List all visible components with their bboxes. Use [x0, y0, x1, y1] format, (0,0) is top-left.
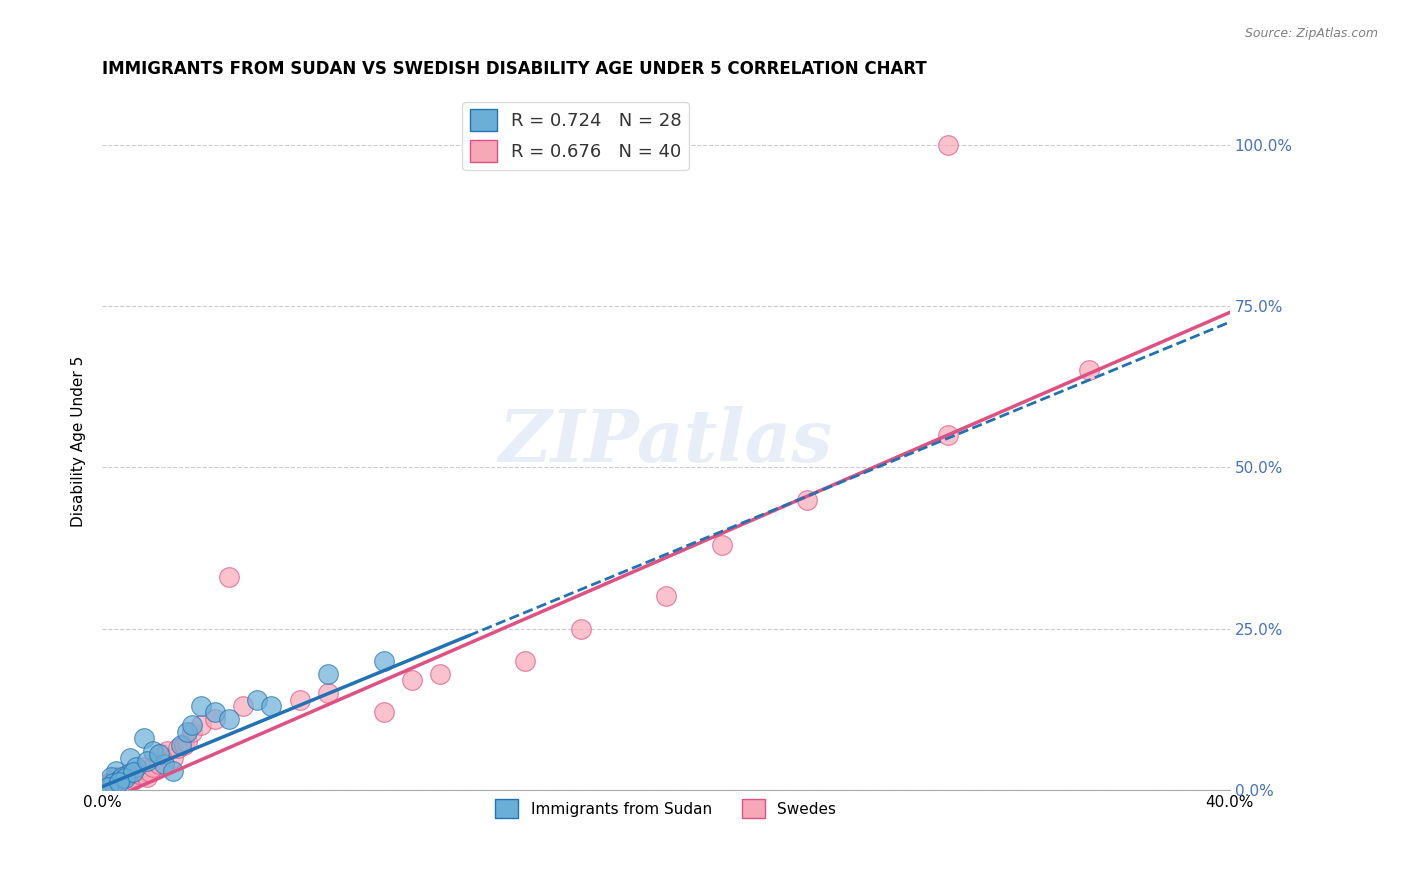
Point	[120, 770, 142, 784]
Point	[288, 692, 311, 706]
Point	[246, 692, 269, 706]
Point	[125, 764, 148, 778]
Point	[204, 712, 226, 726]
Point	[122, 764, 145, 779]
Point	[599, 137, 621, 152]
Point	[134, 760, 156, 774]
Point	[316, 686, 339, 700]
Point	[218, 570, 240, 584]
Point	[232, 699, 254, 714]
Point	[162, 764, 184, 778]
Point	[513, 654, 536, 668]
Point	[117, 766, 139, 780]
Point	[170, 738, 193, 752]
Text: Source: ZipAtlas.com: Source: ZipAtlas.com	[1244, 27, 1378, 40]
Y-axis label: Disability Age Under 5: Disability Age Under 5	[72, 356, 86, 527]
Point	[190, 699, 212, 714]
Point	[142, 760, 165, 774]
Text: ZIPatlas: ZIPatlas	[499, 406, 832, 477]
Point	[111, 770, 134, 784]
Point	[173, 738, 195, 752]
Point	[936, 428, 959, 442]
Point	[167, 741, 190, 756]
Point	[139, 764, 162, 779]
Point	[105, 764, 128, 778]
Point	[218, 712, 240, 726]
Point	[571, 622, 593, 636]
Point	[136, 754, 159, 768]
Point	[176, 724, 198, 739]
Point	[120, 750, 142, 764]
Point	[148, 747, 170, 762]
Point	[156, 744, 179, 758]
Point	[373, 706, 395, 720]
Point	[401, 673, 423, 688]
Point	[134, 731, 156, 746]
Point	[103, 773, 125, 788]
Point	[148, 757, 170, 772]
Point	[181, 718, 204, 732]
Point	[97, 776, 120, 790]
Point	[108, 775, 131, 789]
Point	[796, 492, 818, 507]
Point	[117, 766, 139, 780]
Point	[655, 590, 678, 604]
Point	[105, 770, 128, 784]
Point	[97, 780, 120, 794]
Legend: Immigrants from Sudan, Swedes: Immigrants from Sudan, Swedes	[489, 793, 842, 824]
Point	[100, 770, 122, 784]
Point	[181, 724, 204, 739]
Point	[1077, 363, 1099, 377]
Point	[176, 734, 198, 748]
Point	[103, 776, 125, 790]
Point	[122, 773, 145, 788]
Point	[162, 750, 184, 764]
Point	[142, 744, 165, 758]
Point	[711, 538, 734, 552]
Point	[136, 770, 159, 784]
Point	[128, 766, 150, 780]
Point	[114, 772, 136, 786]
Point	[108, 775, 131, 789]
Point	[316, 666, 339, 681]
Point	[153, 757, 176, 772]
Point	[204, 706, 226, 720]
Point	[936, 137, 959, 152]
Point	[114, 772, 136, 786]
Point	[429, 666, 451, 681]
Text: IMMIGRANTS FROM SUDAN VS SWEDISH DISABILITY AGE UNDER 5 CORRELATION CHART: IMMIGRANTS FROM SUDAN VS SWEDISH DISABIL…	[103, 60, 927, 78]
Point	[111, 770, 134, 784]
Point	[373, 654, 395, 668]
Point	[260, 699, 283, 714]
Point	[108, 773, 131, 788]
Point	[100, 776, 122, 790]
Point	[125, 760, 148, 774]
Point	[150, 747, 173, 762]
Point	[190, 718, 212, 732]
